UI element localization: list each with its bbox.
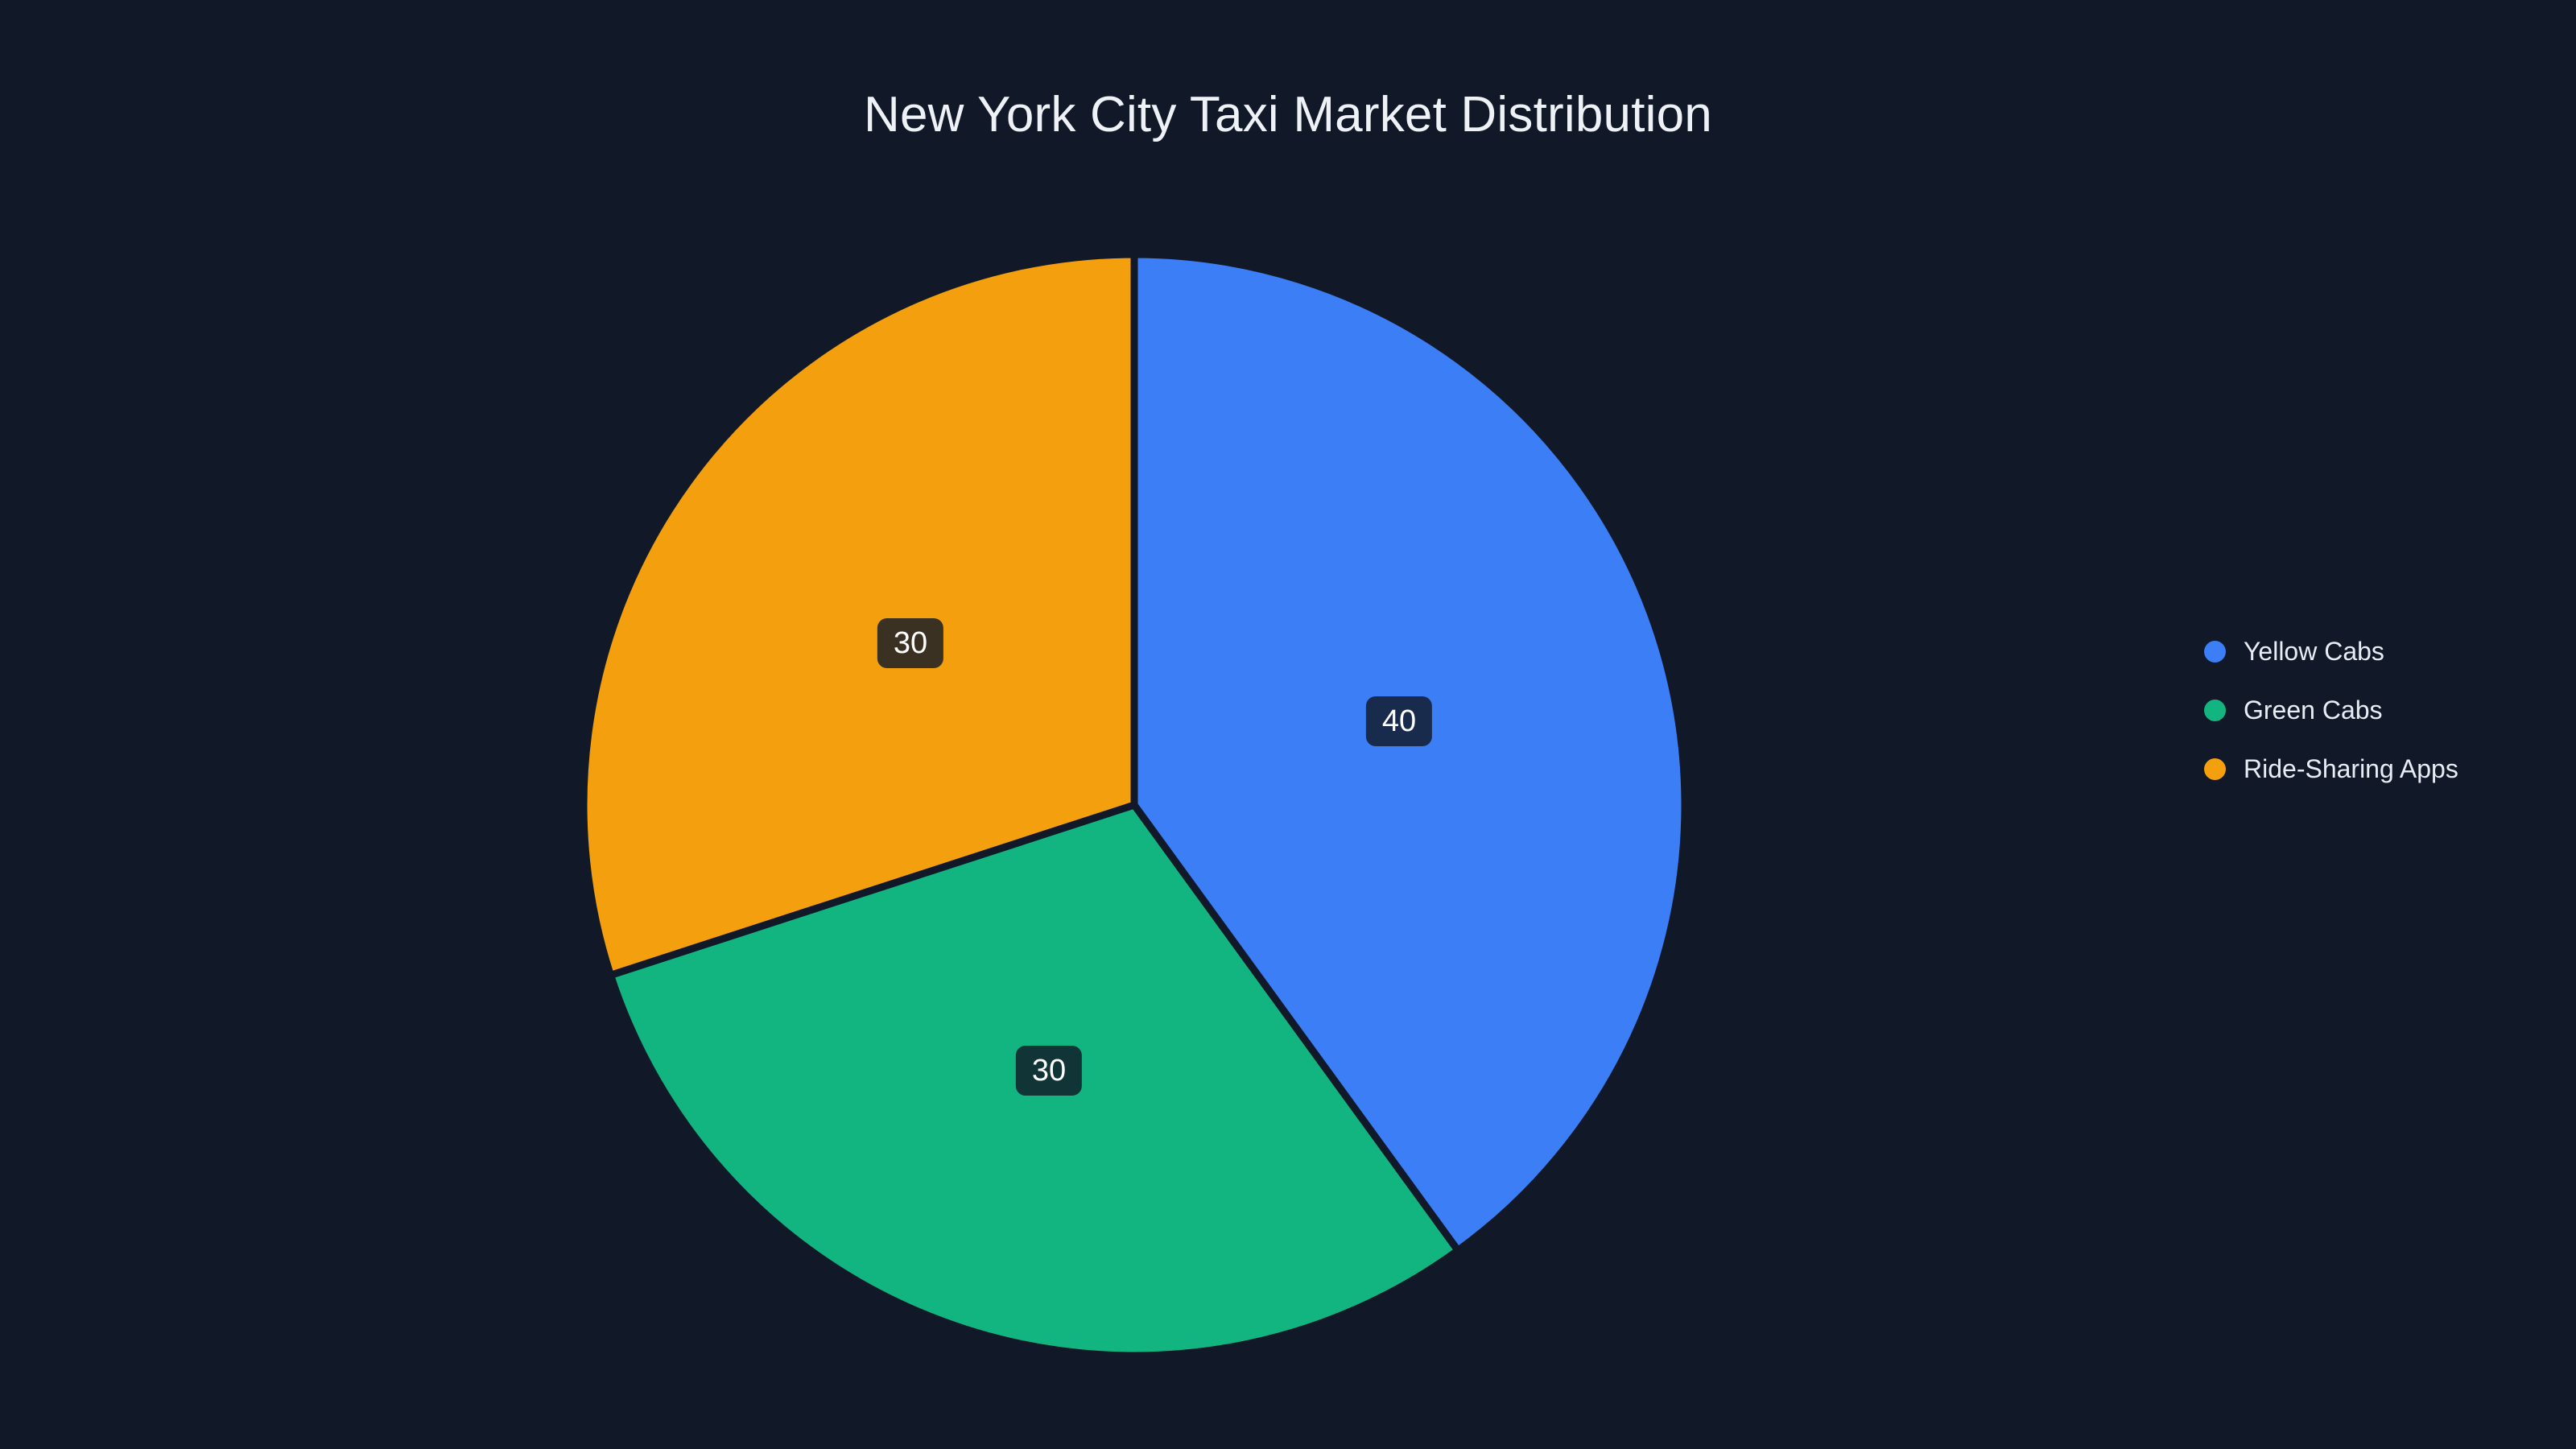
pie-slice-value-label: 40 — [1365, 696, 1433, 746]
legend-swatch-dot-icon — [2204, 699, 2226, 721]
legend-swatch-dot-icon — [2204, 640, 2226, 663]
pie-slice-value-label: 30 — [877, 618, 944, 668]
legend-swatch-dot-icon — [2204, 758, 2226, 780]
legend-item-label: Yellow Cabs — [2244, 637, 2384, 666]
pie-slice-value-label: 30 — [1015, 1046, 1083, 1096]
legend-item[interactable]: Green Cabs — [2204, 696, 2458, 724]
chart-legend: Yellow Cabs Green Cabs Ride-Sharing Apps — [2204, 637, 2458, 783]
pie-slice[interactable] — [580, 250, 1138, 979]
legend-item[interactable]: Yellow Cabs — [2204, 637, 2458, 666]
pie-slice-group — [580, 250, 1689, 1360]
legend-item-label: Ride-Sharing Apps — [2244, 754, 2458, 783]
chart-title: New York City Taxi Market Distribution — [864, 87, 1712, 142]
legend-item-label: Green Cabs — [2244, 696, 2383, 724]
legend-item[interactable]: Ride-Sharing Apps — [2204, 754, 2458, 783]
pie-slice[interactable] — [1130, 250, 1689, 1254]
